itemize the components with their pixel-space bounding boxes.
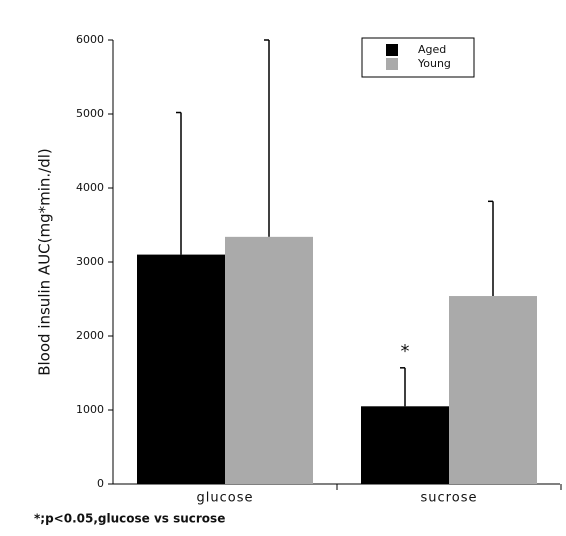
y-tick-label: 1000 (76, 403, 104, 416)
y-tick-label: 5000 (76, 107, 104, 120)
legend-swatch (386, 44, 398, 56)
y-axis-label: Blood insulin AUC(mg*min./dl) (36, 148, 54, 376)
bar (449, 296, 537, 484)
y-tick-label: 6000 (76, 33, 104, 46)
bar (361, 406, 449, 484)
y-tick-label: 4000 (76, 181, 104, 194)
legend-label: Aged (418, 43, 446, 56)
y-tick-label: 0 (97, 477, 104, 490)
legend-swatch (386, 58, 398, 70)
x-tick-label: glucose (197, 491, 254, 506)
legend-box (361, 37, 475, 78)
footnote: *;p<0.05,glucose vs sucrose (34, 512, 225, 526)
y-tick-label: 2000 (76, 329, 104, 342)
legend-label: Young (417, 57, 451, 70)
y-tick-label: 3000 (76, 255, 104, 268)
bar (225, 236, 313, 484)
x-tick-label: sucrose (421, 491, 478, 506)
annotation: * (401, 341, 410, 362)
bar (137, 254, 225, 484)
